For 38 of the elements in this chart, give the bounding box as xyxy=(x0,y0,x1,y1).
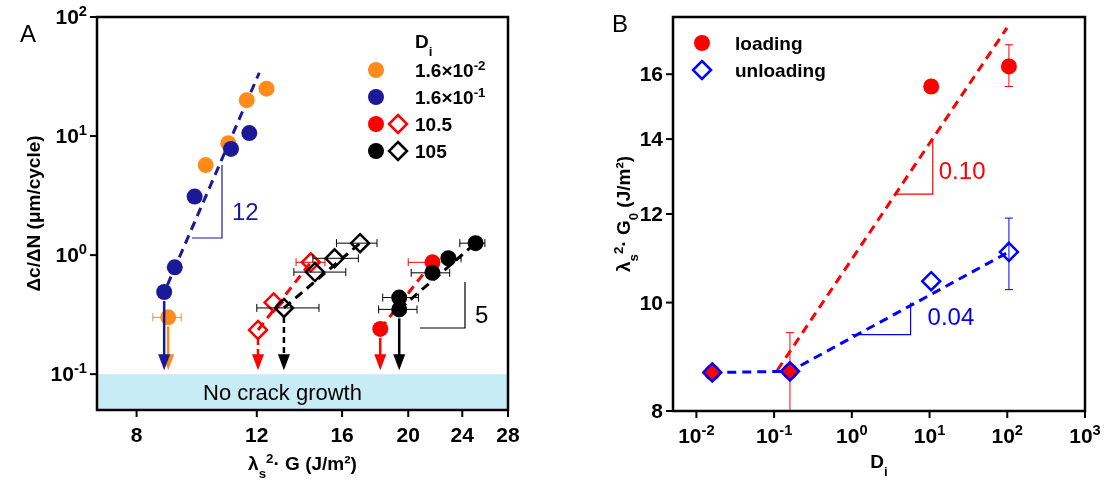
y-tick-label: 8 xyxy=(651,399,664,422)
y-tick-label: 10$^{2}$ xyxy=(55,3,87,28)
annotation: 0.04 xyxy=(927,302,975,330)
legend-label: 105 xyxy=(415,141,448,162)
chart-title: B xyxy=(612,10,629,37)
x-tick-label: 10$^{-2}$ xyxy=(678,422,715,447)
chart-title: A xyxy=(20,20,37,47)
x-tick-label: 12 xyxy=(245,423,269,446)
y-tick-label: 10$^{0}$ xyxy=(55,241,87,267)
x-tick-label: 16 xyxy=(330,423,354,446)
x-tick-label: 10$^{2}$ xyxy=(991,422,1024,447)
annotation: 12 xyxy=(232,198,259,225)
y-tick-label: 14 xyxy=(639,127,664,151)
x-tick-label: 10$^{1}$ xyxy=(913,422,946,447)
annotation: 5 xyxy=(475,301,489,328)
legend-label: loading xyxy=(735,33,803,54)
x-tick-label: 10$^{3}$ xyxy=(1069,422,1101,447)
annotation: 0.10 xyxy=(938,157,986,185)
x-tick-label: 10$^{-1}$ xyxy=(755,422,793,447)
x-tick-label: 28 xyxy=(496,423,520,446)
legend-label: 1.6×10$^{-2}$ xyxy=(415,57,486,81)
legend-label: 10.5 xyxy=(415,114,453,135)
x-tick-label: 20 xyxy=(396,423,420,446)
x-tick-label: 10$^{0}$ xyxy=(836,422,868,447)
legend-label: unloading xyxy=(735,60,826,81)
legend-title: D$_{i}$ xyxy=(415,31,433,59)
band-label: No crack growth xyxy=(203,380,362,406)
y-axis-title: Δc/ΔN (μm/cycle) xyxy=(23,135,44,292)
y-tick-label: 16 xyxy=(639,62,663,86)
x-tick-label: 24 xyxy=(450,423,475,446)
legend-label: 1.6×10$^{-1}$ xyxy=(415,84,487,108)
y-tick-label: 10$^{1}$ xyxy=(55,122,87,148)
x-tick-label: 8 xyxy=(130,423,143,446)
y-tick-label: 10 xyxy=(639,290,663,314)
x-axis-title: λ$_{s}$$^{2}$· G (J/m²) xyxy=(248,450,357,481)
y-tick-label: 10$^{-1}$ xyxy=(50,360,87,386)
x-axis-title: D$_{i}$ xyxy=(870,451,888,479)
y-tick-label: 12 xyxy=(639,202,663,225)
